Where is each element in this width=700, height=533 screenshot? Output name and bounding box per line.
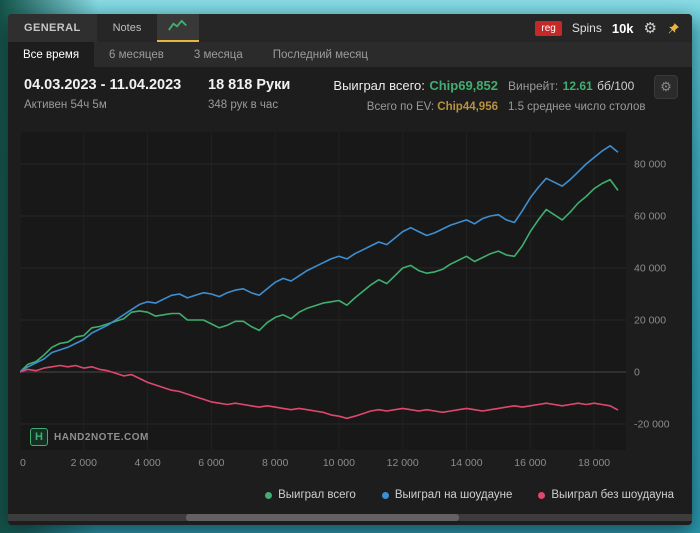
series-line[interactable]: [20, 364, 619, 420]
y-axis-label: 80 000: [634, 159, 666, 171]
chart-legend: Выиграл всего Выиграл на шоудауне Выиграл …: [8, 482, 692, 508]
graph-settings-button[interactable]: ⚙: [654, 75, 678, 99]
winrate-unit: бб/100: [597, 79, 635, 93]
y-axis-label: 0: [634, 367, 640, 379]
y-axis-label: 20 000: [634, 315, 666, 327]
x-axis-label: 0: [20, 457, 26, 469]
legend-dot-icon: [381, 491, 389, 499]
watermark: H HAND2NOTE.COM: [30, 428, 149, 446]
x-axis-label: 16 000: [514, 457, 546, 469]
plot-background: [20, 132, 626, 450]
date-range: 04.03.2023 - 11.04.2023: [24, 77, 182, 93]
tab-6-months[interactable]: 6 месяцев: [109, 48, 164, 61]
reg-badge[interactable]: reg: [535, 20, 562, 36]
legend-item[interactable]: Выиграл на шоудауне: [381, 489, 513, 501]
y-axis-label: -20 000: [634, 419, 670, 431]
legend-item[interactable]: Выиграл всего: [265, 489, 356, 501]
tab-graph[interactable]: [157, 14, 200, 42]
legend-dot-icon: [265, 491, 273, 499]
winrate-block: Винрейт: 12.61 бб/100 1.5 среднее число …: [508, 77, 646, 113]
period-tabs: Все время 6 месяцев 3 месяца Последний м…: [8, 42, 692, 67]
ev-label: Всего по EV:: [366, 101, 435, 113]
chart-area: -20 000 0 20 000 40 000 60 000 80 000 0 2 000 4 …: [20, 132, 680, 480]
tab-3-months[interactable]: 3 месяца: [193, 48, 243, 61]
legend-label: Выиграл без шоудауна: [551, 489, 674, 501]
tab-notes[interactable]: Notes: [112, 22, 142, 34]
horizontal-scrollbar[interactable]: [8, 514, 692, 521]
stack-size-label[interactable]: 10k: [611, 20, 634, 36]
date-range-block: 04.03.2023 - 11.04.2023 Активен 54ч 5м: [24, 77, 181, 111]
x-axis-label: 12 000: [387, 457, 419, 469]
won-label: Выиграл всего:: [333, 78, 425, 93]
x-axis-label: 18 000: [578, 457, 610, 469]
watermark-text: HAND2NOTE.COM: [54, 431, 149, 443]
legend-item[interactable]: Выиграл без шоудауна: [538, 489, 674, 501]
ev-value: Chip44,956: [437, 101, 498, 113]
scrollbar-thumb[interactable]: [185, 514, 460, 521]
pin-icon[interactable]: [667, 22, 680, 35]
tables-average: 1.5 среднее число столов: [508, 101, 646, 113]
tab-all-time[interactable]: Все время: [8, 42, 95, 67]
legend-label: Выиграл на шоудауне: [394, 489, 513, 501]
titlebar-right: reg Spins 10k ⚙: [535, 14, 692, 42]
x-axis-label: 6 000: [198, 457, 224, 469]
legend-dot-icon: [538, 491, 546, 499]
hand2note-window: GENERAL Notes reg Spins 10k ⚙: [8, 14, 692, 525]
won-value: Chip69,852: [429, 78, 498, 93]
stats-header: 04.03.2023 - 11.04.2023 Активен 54ч 5м 1…: [8, 67, 692, 132]
settings-gear-icon[interactable]: ⚙: [643, 19, 657, 37]
winnings-block: Выиграл всего: Chip69,852 Всего по EV: C…: [308, 77, 498, 113]
titlebar-tabs: GENERAL Notes: [8, 14, 200, 42]
titlebar: GENERAL Notes reg Spins 10k ⚙: [8, 14, 692, 42]
series-line[interactable]: [20, 145, 619, 373]
tab-general[interactable]: GENERAL: [8, 14, 97, 42]
x-axis-label: 10 000: [323, 457, 355, 469]
x-axis-label: 4 000: [134, 457, 160, 469]
hand2note-logo-icon: H: [30, 428, 48, 446]
x-axis-label: 2 000: [71, 457, 97, 469]
series-line[interactable]: [20, 178, 619, 373]
spins-label[interactable]: Spins: [571, 21, 602, 35]
y-axis-label: 60 000: [634, 211, 666, 223]
tab-last-month[interactable]: Последний месяц: [272, 48, 368, 61]
hands-block: 18 818 Руки 348 рук в час: [208, 77, 290, 111]
hands-count: 18 818 Руки: [208, 77, 291, 93]
x-axis-label: 14 000: [450, 457, 482, 469]
x-axis-label: 8 000: [262, 457, 288, 469]
winnings-graph[interactable]: -20 000 0 20 000 40 000 60 000 80 000 0 2 000 4 …: [20, 132, 680, 480]
chart-line-icon: [167, 18, 189, 36]
active-time: Активен 54ч 5м: [24, 99, 107, 111]
winrate-label: Винрейт:: [508, 79, 559, 93]
hands-per-hour: 348 рук в час: [208, 99, 279, 111]
legend-label: Выиграл всего: [278, 489, 356, 501]
y-axis-label: 40 000: [634, 263, 666, 275]
winrate-value: 12.61: [562, 79, 593, 93]
